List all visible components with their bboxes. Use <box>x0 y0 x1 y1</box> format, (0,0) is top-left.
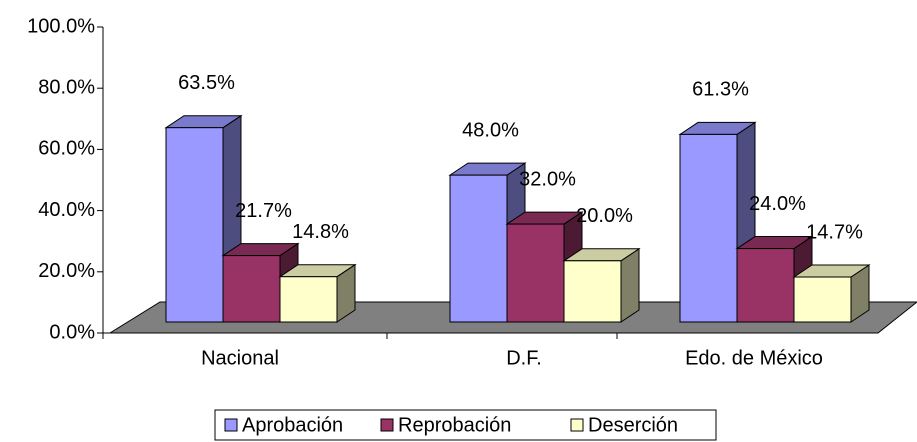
data-label: 14.7% <box>806 221 863 243</box>
data-label: 61.3% <box>692 79 749 101</box>
data-label: 32.0% <box>519 168 576 190</box>
bar <box>279 276 338 323</box>
y-tick-label: 80.0% <box>38 76 95 98</box>
y-tick-label: 100.0% <box>27 15 95 37</box>
legend-label: Deserción <box>588 414 678 436</box>
bar <box>563 260 622 323</box>
y-tick-label: 40.0% <box>38 199 95 221</box>
x-tick-label: D.F. <box>506 347 542 369</box>
y-tick-label: 20.0% <box>38 260 95 282</box>
data-label: 48.0% <box>462 119 519 141</box>
bar-side <box>620 247 640 323</box>
bar <box>793 276 852 323</box>
data-label: 63.5% <box>178 72 235 94</box>
bar <box>222 255 281 323</box>
bar <box>165 127 224 323</box>
data-label: 14.8% <box>292 221 349 243</box>
legend-swatch <box>380 418 394 432</box>
legend-label: Aprobación <box>242 414 343 436</box>
data-label: 24.0% <box>749 193 806 215</box>
data-label: 20.0% <box>576 205 633 227</box>
bar <box>736 248 795 323</box>
legend <box>214 409 717 441</box>
legend-label: Reprobación <box>398 414 511 436</box>
bar <box>506 223 565 323</box>
bar <box>679 133 738 323</box>
x-tick-label: Edo. de México <box>685 347 823 369</box>
y-tick-label: 0.0% <box>49 321 95 343</box>
y-tick-label: 60.0% <box>38 138 95 160</box>
legend-swatch <box>224 418 238 432</box>
x-tick-label: Nacional <box>201 347 279 369</box>
bar <box>449 174 508 323</box>
data-label: 21.7% <box>235 200 292 222</box>
legend-swatch <box>570 418 584 432</box>
